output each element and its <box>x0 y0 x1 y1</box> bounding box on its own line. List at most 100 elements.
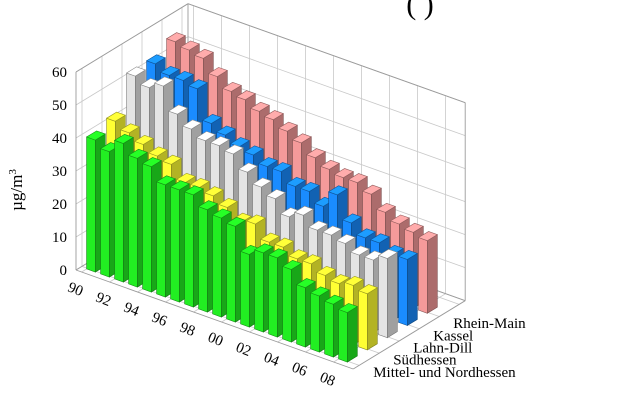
bar-top <box>147 146 168 157</box>
bar-front <box>212 214 222 318</box>
x-tick-label: 96 <box>149 310 169 331</box>
bar-top <box>271 162 292 172</box>
bar-top <box>417 231 438 242</box>
bar-top <box>397 249 418 260</box>
bar-front <box>310 292 320 353</box>
y-tick-label: 40 <box>52 131 67 147</box>
gridline-back-wall <box>187 36 466 137</box>
bar-front <box>156 181 166 298</box>
bar-top <box>295 278 316 289</box>
bar-front <box>128 154 138 288</box>
axis-labels: 0 10 20 30 40 50 60 90 92 94 96 98 00 02 04 06 08 Mittel-… <box>52 65 526 390</box>
x-tick-label: 04 <box>261 350 281 371</box>
bar-top <box>155 175 176 186</box>
bar-top <box>209 136 230 147</box>
bar-front <box>418 237 428 314</box>
bar-top <box>291 133 312 144</box>
bar-top <box>273 237 294 248</box>
series-label: Mittel- und Nordhessen <box>373 365 516 381</box>
bar-top <box>307 220 328 231</box>
bar-top <box>127 148 148 159</box>
bar-top <box>343 275 364 286</box>
bar-top <box>211 208 232 219</box>
bar-top <box>181 119 202 130</box>
bar-top <box>389 214 410 225</box>
bar-front <box>268 254 278 338</box>
bar-top <box>169 180 190 191</box>
y-tick-label: 20 <box>52 197 67 213</box>
series-label: Kassel <box>433 328 473 344</box>
bar-top <box>299 181 320 192</box>
bar-front <box>324 300 334 358</box>
bar-top <box>249 101 270 112</box>
bar-lahn-dill-08 <box>377 248 398 339</box>
bar-front <box>398 255 408 326</box>
bar-top <box>165 32 186 43</box>
frame-edge <box>75 269 354 370</box>
bar-top <box>225 216 246 227</box>
y-axis-label: µg/m3 <box>7 169 26 211</box>
y-axis-label-sup: 3 <box>7 169 19 175</box>
bar-front <box>296 284 306 348</box>
bar-top <box>301 254 322 265</box>
bar-top <box>357 284 378 295</box>
series-label: Lahn-Dill <box>413 341 472 357</box>
frame-edge <box>352 300 466 370</box>
bar-top <box>221 81 242 92</box>
bar-top <box>361 184 382 195</box>
bar-top <box>315 265 336 276</box>
bar-top <box>277 121 298 132</box>
bar-top <box>323 294 344 305</box>
bar-top <box>375 202 396 213</box>
bar-top <box>145 54 166 65</box>
bar-top <box>133 134 154 145</box>
y-tick-label: 50 <box>52 98 67 114</box>
bar-top <box>161 154 182 165</box>
bar-front <box>198 206 208 313</box>
bar-top <box>203 186 224 197</box>
bar-top <box>329 274 350 285</box>
bar-rhein-main-08 <box>417 231 438 314</box>
bar-top <box>179 40 200 51</box>
bar-top <box>215 125 236 136</box>
bar-top <box>251 177 272 188</box>
x-tick-label: 98 <box>177 320 197 340</box>
bar-top <box>187 79 208 90</box>
bar-front <box>226 222 236 323</box>
bar-top <box>341 213 362 224</box>
x-tick-label: 08 <box>317 370 337 388</box>
chart-title-fragment: ( ) <box>406 0 433 21</box>
bar-front <box>240 250 250 328</box>
series-label: Südhessen <box>393 353 457 369</box>
bar-top <box>333 168 354 179</box>
bar-top <box>223 144 244 155</box>
bar-top <box>305 148 326 159</box>
bar-front <box>378 254 388 339</box>
bar-top <box>195 131 216 142</box>
bar-front <box>170 186 180 303</box>
x-tick-label: 90 <box>65 280 85 300</box>
bar-mittel-und-nordhessen-08 <box>337 303 358 363</box>
bar-top <box>167 104 188 115</box>
bar-front <box>100 148 110 278</box>
bar-top <box>153 76 174 87</box>
x-tick-label: 92 <box>93 290 113 310</box>
bar-top <box>285 176 306 187</box>
bar-top <box>85 130 106 141</box>
bar-top <box>355 228 376 239</box>
bar-top <box>113 133 134 144</box>
bar-top <box>257 157 278 167</box>
bar-top <box>243 145 264 156</box>
bar-top <box>193 48 214 59</box>
bar-top <box>201 113 222 124</box>
frame-edge <box>187 3 466 104</box>
bar-top <box>263 110 284 121</box>
bar-top <box>287 249 308 260</box>
bar-top <box>105 111 126 122</box>
bars <box>85 32 438 363</box>
series-label: Rhein-Main <box>453 316 526 332</box>
bar-top <box>335 233 356 244</box>
bar-top <box>119 123 140 134</box>
